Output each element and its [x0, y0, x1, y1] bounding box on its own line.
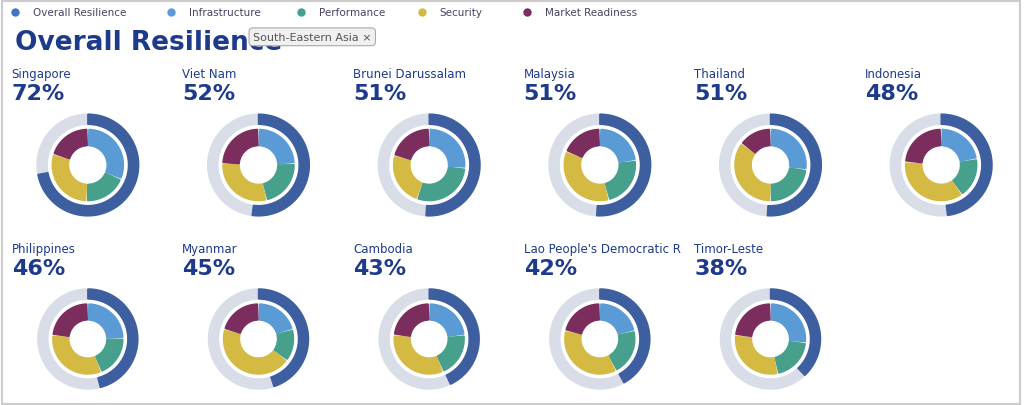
Polygon shape: [88, 174, 120, 201]
Text: 43%: 43%: [353, 258, 407, 278]
Polygon shape: [88, 289, 138, 388]
Polygon shape: [771, 304, 806, 342]
Polygon shape: [418, 168, 465, 201]
Text: Thailand: Thailand: [694, 68, 745, 81]
Polygon shape: [770, 289, 820, 375]
Polygon shape: [437, 336, 464, 371]
Text: Overall Resilience: Overall Resilience: [15, 30, 283, 56]
Polygon shape: [906, 130, 941, 163]
Polygon shape: [565, 332, 615, 374]
Polygon shape: [37, 115, 138, 216]
Text: Market Readiness: Market Readiness: [545, 8, 637, 18]
Polygon shape: [430, 130, 465, 168]
Polygon shape: [600, 289, 650, 383]
Polygon shape: [394, 336, 442, 374]
Polygon shape: [54, 130, 87, 159]
Text: Singapore: Singapore: [11, 68, 72, 81]
Polygon shape: [549, 115, 650, 216]
Polygon shape: [567, 130, 599, 158]
Text: Lao People's Democratic R: Lao People's Democratic R: [523, 242, 681, 255]
Polygon shape: [95, 339, 123, 371]
Text: Malaysia: Malaysia: [523, 68, 575, 81]
Text: Security: Security: [439, 8, 482, 18]
Text: Infrastructure: Infrastructure: [188, 8, 261, 18]
Polygon shape: [430, 304, 464, 337]
Polygon shape: [767, 115, 821, 216]
Polygon shape: [252, 115, 309, 216]
Polygon shape: [263, 165, 294, 200]
Polygon shape: [735, 145, 770, 201]
Polygon shape: [88, 304, 123, 338]
Text: Timor-Leste: Timor-Leste: [694, 242, 764, 255]
Polygon shape: [52, 156, 87, 201]
Text: 48%: 48%: [865, 84, 919, 104]
Polygon shape: [426, 115, 480, 216]
Text: Philippines: Philippines: [11, 242, 76, 255]
Text: 38%: 38%: [694, 258, 748, 278]
Polygon shape: [736, 304, 770, 337]
Text: Indonesia: Indonesia: [865, 68, 922, 81]
Text: 51%: 51%: [694, 84, 748, 104]
Polygon shape: [223, 130, 258, 164]
Polygon shape: [550, 289, 650, 389]
Text: Cambodia: Cambodia: [353, 242, 413, 255]
Polygon shape: [941, 115, 992, 216]
Polygon shape: [566, 304, 599, 334]
Polygon shape: [223, 165, 265, 201]
Text: Overall Resilience: Overall Resilience: [34, 8, 127, 18]
Polygon shape: [775, 342, 805, 373]
Polygon shape: [942, 130, 976, 162]
Text: Brunei Darussalam: Brunei Darussalam: [353, 68, 466, 81]
Text: Myanmar: Myanmar: [182, 242, 238, 255]
Polygon shape: [609, 332, 635, 370]
Polygon shape: [721, 289, 820, 389]
Polygon shape: [952, 160, 977, 194]
Polygon shape: [208, 115, 309, 216]
Polygon shape: [890, 115, 992, 216]
Text: Performance: Performance: [319, 8, 386, 18]
Text: South-Eastern Asia ×: South-Eastern Asia ×: [253, 33, 372, 43]
Text: 42%: 42%: [523, 258, 577, 278]
Text: 45%: 45%: [182, 258, 236, 278]
Polygon shape: [564, 153, 608, 201]
Polygon shape: [258, 289, 308, 387]
Polygon shape: [605, 162, 636, 200]
Text: 72%: 72%: [11, 84, 65, 104]
Polygon shape: [379, 289, 479, 389]
Polygon shape: [597, 115, 650, 216]
Polygon shape: [395, 130, 429, 160]
Text: 51%: 51%: [353, 84, 407, 104]
Polygon shape: [225, 304, 258, 333]
Polygon shape: [720, 115, 821, 216]
Polygon shape: [735, 337, 777, 374]
Polygon shape: [53, 304, 87, 337]
Polygon shape: [53, 337, 100, 374]
Polygon shape: [223, 330, 286, 374]
Polygon shape: [905, 164, 961, 201]
Polygon shape: [600, 130, 635, 162]
Polygon shape: [394, 304, 429, 337]
Polygon shape: [38, 115, 138, 216]
Polygon shape: [88, 130, 124, 179]
Polygon shape: [378, 115, 480, 216]
Polygon shape: [742, 130, 770, 153]
Polygon shape: [600, 304, 634, 334]
Text: 46%: 46%: [11, 258, 65, 278]
Text: Viet Nam: Viet Nam: [182, 68, 237, 81]
Text: 52%: 52%: [182, 84, 236, 104]
Polygon shape: [209, 289, 308, 389]
Text: 51%: 51%: [523, 84, 577, 104]
Polygon shape: [274, 330, 294, 359]
Polygon shape: [771, 130, 806, 169]
Polygon shape: [393, 158, 422, 198]
Polygon shape: [771, 168, 806, 201]
Polygon shape: [259, 304, 292, 333]
Polygon shape: [429, 289, 479, 384]
Polygon shape: [38, 289, 138, 389]
Polygon shape: [259, 130, 294, 164]
